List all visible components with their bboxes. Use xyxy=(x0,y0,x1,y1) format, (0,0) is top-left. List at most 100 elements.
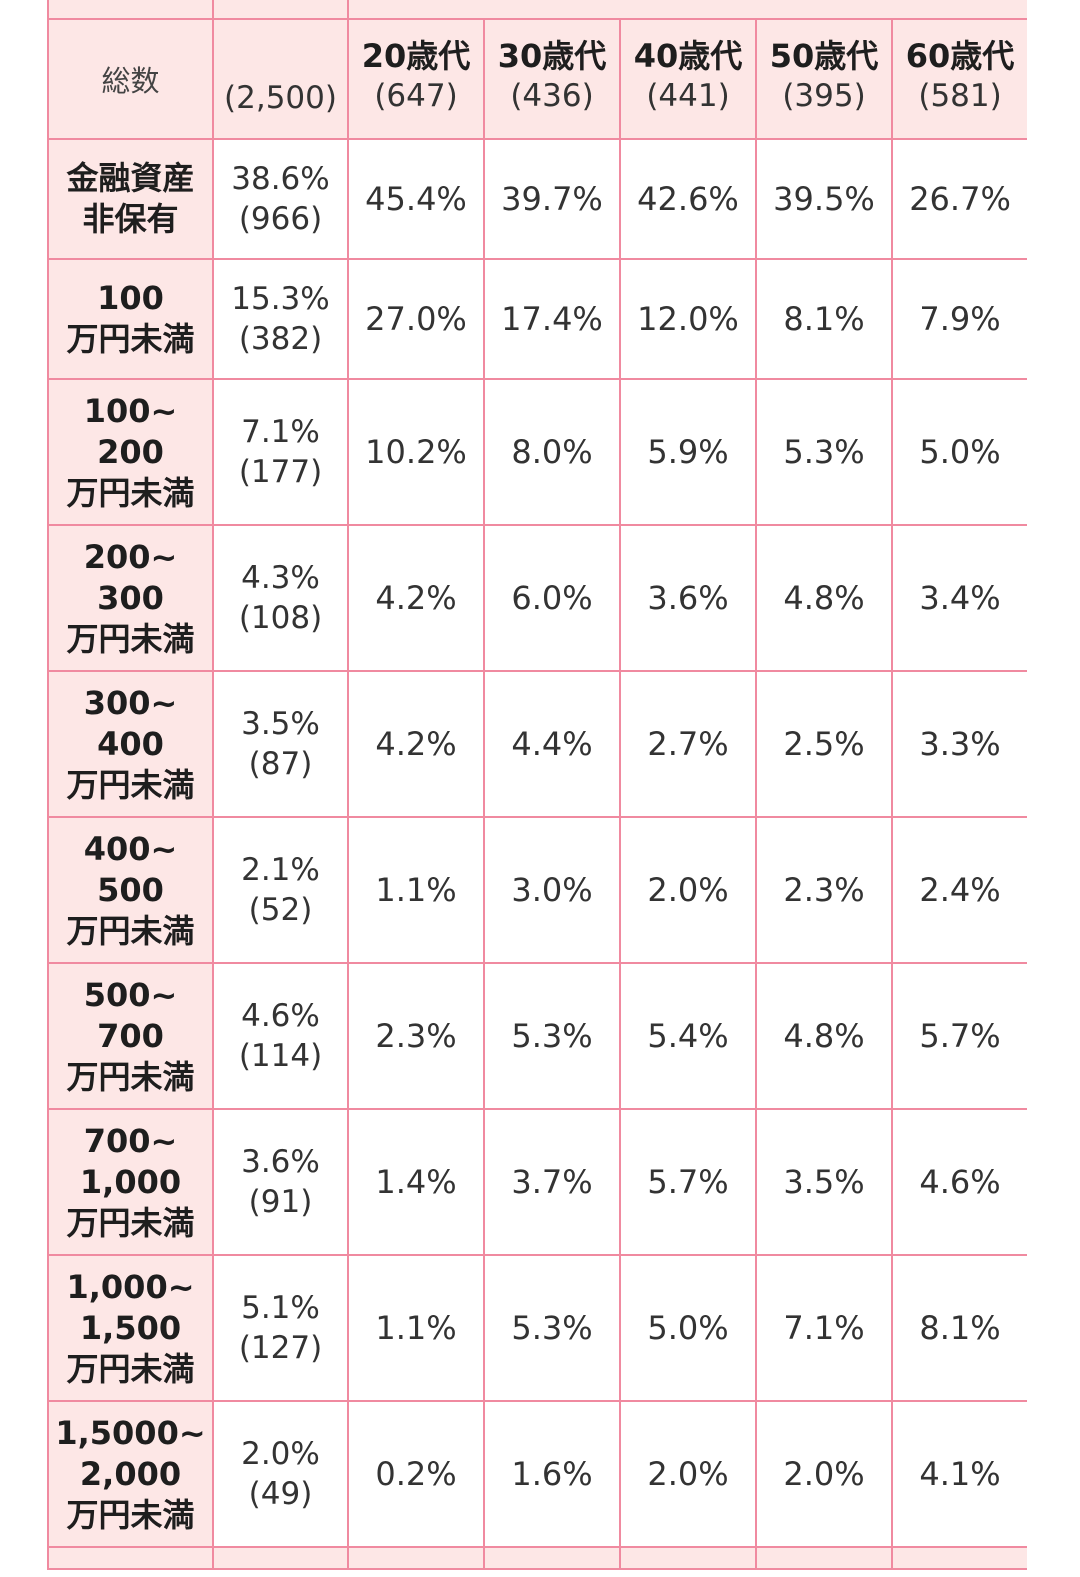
age-group-label: 60歳代 xyxy=(905,37,1015,75)
partial-cell xyxy=(212,0,349,20)
row-label-line: 金融資産 xyxy=(66,159,195,197)
partial-cell xyxy=(47,1546,214,1570)
age-group-label: 50歳代 xyxy=(769,37,879,75)
row-total-cell: 2.0% (49) xyxy=(212,1400,349,1548)
row-total-count: (108) xyxy=(238,600,323,636)
age-group-count: (395) xyxy=(782,78,866,114)
row-label-line: 500 xyxy=(97,870,164,909)
row-label-line: 万円未満 xyxy=(66,619,195,658)
row-total-pct: 5.1% xyxy=(241,1290,320,1326)
age-group-count: (436) xyxy=(510,78,594,114)
row-total-pct: 15.3% xyxy=(231,281,330,317)
value-cell: 8.1% xyxy=(890,1254,1027,1402)
value-cell: 2.3% xyxy=(347,962,485,1110)
row-label-line: 200~ xyxy=(83,537,178,576)
partial-cell xyxy=(755,1546,893,1570)
row-label-line: 400~ xyxy=(83,829,178,868)
row-label-cell: 400~ 500 万円未満 xyxy=(47,816,214,964)
row-label-cell: 700~ 1,000 万円未満 xyxy=(47,1108,214,1256)
row-total-count: (114) xyxy=(238,1038,323,1074)
table-row: 700~ 1,000 万円未満 3.6% (91) 1.4% 3.7% 5.7%… xyxy=(47,1108,1027,1256)
value-cell: 5.9% xyxy=(619,378,757,526)
row-label-cell: 100 万円未満 xyxy=(47,258,214,380)
value-cell: 5.0% xyxy=(619,1254,757,1402)
row-total-pct: 38.6% xyxy=(231,161,330,197)
row-label-line: 万円未満 xyxy=(66,911,195,950)
row-total-count: (127) xyxy=(238,1330,323,1366)
value-cell: 3.7% xyxy=(483,1108,621,1256)
table-top-partial-row xyxy=(47,0,1027,20)
row-total-pct: 7.1% xyxy=(241,414,320,450)
value-cell: 2.7% xyxy=(619,670,757,818)
row-label-line: 万円未満 xyxy=(66,320,195,358)
row-label-line: 万円未満 xyxy=(66,1057,195,1096)
partial-cell xyxy=(47,0,214,20)
value-cell: 4.2% xyxy=(347,670,485,818)
row-label-cell: 300~ 400 万円未満 xyxy=(47,670,214,818)
table-row: 200~ 300 万円未満 4.3% (108) 4.2% 6.0% 3.6% … xyxy=(47,524,1027,672)
value-cell: 2.5% xyxy=(755,670,893,818)
age-group-count: (581) xyxy=(918,78,1002,114)
value-cell: 2.0% xyxy=(755,1400,893,1548)
row-total-count: (87) xyxy=(248,746,313,782)
value-cell: 17.4% xyxy=(483,258,621,380)
row-label-line: 500~ xyxy=(83,975,178,1014)
value-cell: 8.0% xyxy=(483,378,621,526)
row-label-line: 2,000 xyxy=(79,1454,182,1493)
header-total-label: 総数 xyxy=(101,64,160,98)
value-cell: 5.3% xyxy=(483,962,621,1110)
row-total-cell: 2.1% (52) xyxy=(212,816,349,964)
age-group-count: (441) xyxy=(646,78,730,114)
value-cell: 4.8% xyxy=(755,524,893,672)
row-total-cell: 38.6% (966) xyxy=(212,138,349,260)
row-label-line: 万円未満 xyxy=(66,1349,195,1388)
value-cell: 3.4% xyxy=(890,524,1027,672)
age-group-count: (647) xyxy=(374,78,458,114)
row-total-pct: 2.0% xyxy=(241,1436,320,1472)
row-total-cell: 7.1% (177) xyxy=(212,378,349,526)
row-label-cell: 1,5000~ 2,000 万円未満 xyxy=(47,1400,214,1548)
asset-table-container: 総数 (2,500) 20歳代 (647) 30歳代 (436) 40歳代 (4… xyxy=(47,0,1027,1577)
value-cell: 39.7% xyxy=(483,138,621,260)
row-total-cell: 4.3% (108) xyxy=(212,524,349,672)
value-cell: 26.7% xyxy=(890,138,1027,260)
row-label-line: 200 xyxy=(97,432,164,471)
header-total-count: (2,500) xyxy=(224,80,337,116)
row-total-cell: 4.6% (114) xyxy=(212,962,349,1110)
partial-cell xyxy=(619,1546,757,1570)
row-total-count: (177) xyxy=(238,454,323,490)
value-cell: 1.1% xyxy=(347,1254,485,1402)
value-cell: 4.4% xyxy=(483,670,621,818)
value-cell: 7.1% xyxy=(755,1254,893,1402)
partial-cell xyxy=(890,1546,1027,1570)
row-total-pct: 3.6% xyxy=(241,1144,320,1180)
age-group-label: 40歳代 xyxy=(633,37,743,75)
row-label-line: 700~ xyxy=(83,1121,178,1160)
row-total-count: (91) xyxy=(248,1184,313,1220)
value-cell: 45.4% xyxy=(347,138,485,260)
row-label-cell: 1,000~ 1,500 万円未満 xyxy=(47,1254,214,1402)
header-total-label-cell: 総数 xyxy=(47,18,214,140)
row-total-cell: 3.5% (87) xyxy=(212,670,349,818)
row-label-line: 100 xyxy=(97,279,164,317)
row-label-line: 1,000~ xyxy=(66,1267,195,1306)
header-age-cell: 50歳代 (395) xyxy=(755,18,893,140)
row-total-count: (52) xyxy=(248,892,313,928)
financial-assets-by-age-table: 総数 (2,500) 20歳代 (647) 30歳代 (436) 40歳代 (4… xyxy=(47,0,1027,1570)
row-label-line: 700 xyxy=(97,1016,164,1055)
partial-cell xyxy=(347,1546,485,1570)
table-row: 100 万円未満 15.3% (382) 27.0% 17.4% 12.0% 8… xyxy=(47,258,1027,380)
header-age-cell: 30歳代 (436) xyxy=(483,18,621,140)
value-cell: 2.3% xyxy=(755,816,893,964)
header-age-cell: 60歳代 (581) xyxy=(890,18,1027,140)
row-total-cell: 3.6% (91) xyxy=(212,1108,349,1256)
table-row: 100~ 200 万円未満 7.1% (177) 10.2% 8.0% 5.9%… xyxy=(47,378,1027,526)
value-cell: 42.6% xyxy=(619,138,757,260)
value-cell: 27.0% xyxy=(347,258,485,380)
header-age-cell: 40歳代 (441) xyxy=(619,18,757,140)
value-cell: 12.0% xyxy=(619,258,757,380)
table-row: 金融資産 非保有 38.6% (966) 45.4% 39.7% 42.6% 3… xyxy=(47,138,1027,260)
table-row: 400~ 500 万円未満 2.1% (52) 1.1% 3.0% 2.0% 2… xyxy=(47,816,1027,964)
partial-cell xyxy=(346,0,1027,20)
value-cell: 1.1% xyxy=(347,816,485,964)
